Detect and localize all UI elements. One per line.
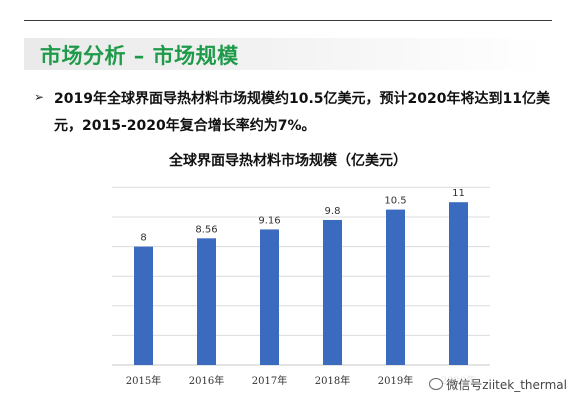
- x-tick-label: 2015年: [126, 374, 161, 387]
- watermark-text: 微信号ziitek_thermal: [446, 378, 567, 392]
- data-label: 10.5: [384, 196, 406, 207]
- x-tick-label: 2019年: [378, 374, 413, 387]
- bar: [323, 219, 342, 365]
- x-tick-label: 2016年: [189, 374, 224, 387]
- x-tick-label: 2018年: [315, 374, 350, 387]
- bullet-arrow-icon: ➢: [34, 90, 45, 104]
- x-tick-label: 2017年: [252, 374, 287, 387]
- data-label: 8: [140, 233, 146, 244]
- slide-title: 市场分析 – 市场规模: [40, 44, 239, 68]
- bar: [260, 229, 279, 365]
- bullet-text: 2019年全球界面导热材料市场规模约10.5亿美元，预计2020年将达到11亿美…: [54, 91, 550, 134]
- watermark: 微信号ziitek_thermal: [426, 375, 570, 394]
- bar: [134, 246, 153, 365]
- top-divider: [24, 20, 552, 21]
- data-label: 11: [452, 188, 465, 199]
- data-label: 9.8: [325, 206, 341, 217]
- title-band: [24, 38, 544, 70]
- bar: [386, 209, 405, 365]
- bar: [449, 202, 468, 365]
- bar: [197, 238, 216, 365]
- wechat-icon: [429, 378, 444, 390]
- chart-title: 全球界面导热材料市场规模（亿美元）: [169, 153, 407, 169]
- data-label: 8.56: [195, 224, 217, 235]
- data-label: 9.16: [258, 215, 280, 226]
